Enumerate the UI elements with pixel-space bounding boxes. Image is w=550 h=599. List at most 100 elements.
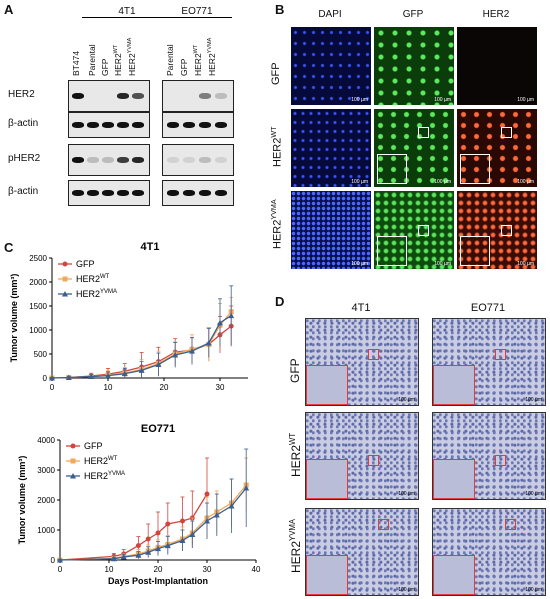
data-point: [180, 518, 185, 524]
lane-label: Parental: [87, 44, 97, 76]
ihc-image: 100 µm: [305, 508, 419, 596]
data-point: [165, 521, 171, 527]
chart-title: EO771: [141, 423, 175, 435]
data-point: [135, 552, 142, 558]
data-point: [155, 361, 162, 368]
x-axis-label: Days Post-Implantation: [108, 576, 208, 586]
y-tick-label: 1000: [29, 326, 47, 335]
x-tick-label: 20: [160, 383, 169, 390]
group-label-eo771: EO771: [162, 6, 232, 18]
scale-bar: 100 µm: [517, 179, 534, 185]
data-point: [204, 518, 210, 524]
band: [132, 157, 144, 163]
blot-eo771: [162, 144, 234, 176]
lane-label: BT474: [71, 50, 81, 76]
band: [183, 157, 195, 163]
band: [87, 122, 99, 128]
blot-4t1: [68, 180, 150, 206]
series-line: [59, 484, 247, 561]
band: [199, 157, 211, 163]
zoom-box: [368, 455, 379, 466]
data-point: [213, 512, 220, 518]
micrograph: 100 µm: [290, 26, 372, 106]
zoom-box: [505, 519, 516, 530]
x-tick-label: 0: [58, 565, 63, 574]
band: [167, 190, 179, 196]
data-point: [228, 312, 235, 319]
scale-bar: 100 µm: [517, 97, 534, 103]
legend-label: HER2YVMA: [76, 289, 117, 299]
zoom-box: [501, 225, 512, 236]
micrograph: 100 µm: [456, 26, 538, 106]
data-point: [217, 319, 223, 326]
blot-4t1: [68, 112, 150, 138]
y-axis-label: Tumor volume (mm³): [9, 274, 19, 363]
band: [117, 93, 129, 99]
data-point: [145, 549, 152, 555]
row-label: HER2YVMA: [288, 518, 303, 573]
series-line: [51, 315, 232, 379]
row-label: HER2YVMA: [270, 199, 284, 249]
legend-marker: [62, 276, 68, 282]
y-tick-label: 1000: [37, 526, 55, 535]
column-label: EO771: [470, 302, 506, 314]
zoom-box: [495, 349, 506, 360]
chart-4t1: 4T1050010001500200025000102030Days Post-…: [9, 241, 248, 390]
legend-marker: [62, 291, 68, 297]
band: [132, 190, 144, 196]
group-label-4t1: 4T1: [82, 6, 172, 18]
band: [117, 122, 129, 128]
legend-label: GFP: [76, 259, 95, 269]
band: [215, 93, 227, 99]
data-point: [49, 375, 55, 381]
row-label: HER2WT: [288, 432, 303, 477]
micrograph: 100 µm: [456, 190, 538, 270]
scale-bar: 100 µm: [434, 261, 451, 267]
data-point: [138, 367, 145, 373]
y-tick-label: 4000: [37, 436, 55, 445]
chart-title: 4T1: [141, 241, 160, 253]
band: [215, 122, 227, 128]
x-tick-label: 10: [105, 565, 114, 574]
legend-label: GFP: [84, 441, 103, 451]
y-tick-label: 1500: [29, 302, 47, 311]
band: [167, 122, 179, 128]
data-point: [105, 372, 111, 379]
data-point: [228, 503, 235, 509]
scale-bar: 100 µm: [525, 397, 542, 403]
scale-bar: 100 µm: [525, 587, 542, 593]
x-tick-label: 30: [203, 565, 212, 574]
row-label: GFP: [288, 358, 302, 383]
scale-bar: 100 µm: [351, 97, 368, 103]
data-point: [172, 351, 179, 358]
chart-eo771: EO771 0 1000 2000 3000 4000 0 10 20 30 40 Days Post…: [17, 423, 261, 586]
micrograph: 100 µm: [456, 108, 538, 188]
legend-label: HER2YVMA: [84, 471, 125, 481]
zoom-inset: [460, 236, 490, 266]
band: [87, 190, 99, 196]
band: [199, 93, 211, 99]
micrograph: 100 µm: [373, 108, 455, 188]
ihc-image: 100 µm: [305, 318, 419, 406]
data-point: [155, 530, 161, 536]
series-line: [59, 493, 208, 561]
scale-bar: 100 µm: [351, 179, 368, 185]
lane-label: HER2WT: [193, 44, 203, 76]
legend-marker: [62, 261, 68, 267]
blot-eo771: [162, 180, 234, 206]
micrograph: 100 µm: [290, 108, 372, 188]
lane-label: GFP: [179, 58, 189, 76]
band: [72, 157, 84, 163]
y-tick-label: 500: [34, 350, 48, 359]
scale-bar: 100 µm: [517, 261, 534, 267]
lane-label: HER2WT: [113, 44, 123, 76]
data-point: [88, 373, 95, 380]
blot-4t1: [68, 80, 150, 112]
scale-bar: 100 µm: [434, 179, 451, 185]
data-point: [57, 557, 63, 563]
scale-bar: 100 µm: [525, 491, 542, 497]
scale-bar: 100 µm: [434, 97, 451, 103]
band: [215, 157, 227, 163]
micrograph: 100 µm: [290, 190, 372, 270]
legend-label: HER2WT: [76, 274, 110, 284]
